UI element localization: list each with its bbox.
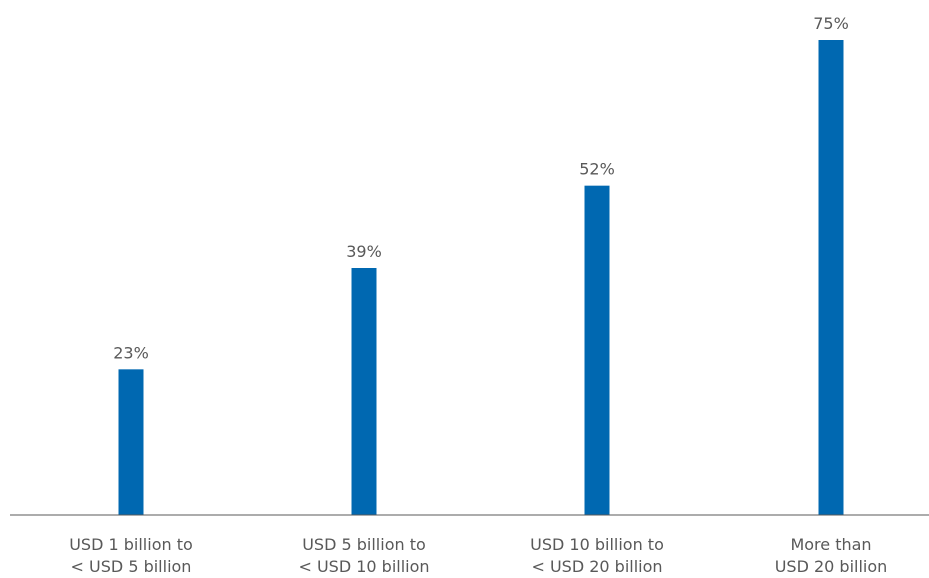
category-label-1-line-1: USD 1 billion to (69, 535, 193, 554)
category-label-3-line-1: USD 10 billion to (530, 535, 664, 554)
value-labels-group: 23% 39% 52% 75% (113, 14, 849, 362)
category-label-1-line-2: < USD 5 billion (71, 557, 192, 576)
data-label-4: 75% (813, 14, 849, 33)
bar-1 (118, 369, 144, 515)
category-label-4: More than USD 20 billion (775, 535, 888, 576)
data-label-1: 23% (113, 343, 149, 362)
bar-3 (584, 185, 610, 515)
category-label-4-line-1: More than (790, 535, 871, 554)
category-label-4-line-2: USD 20 billion (775, 557, 888, 576)
data-label-3: 52% (579, 160, 615, 179)
bars-group (118, 40, 844, 515)
category-label-2: USD 5 billion to < USD 10 billion (298, 535, 429, 576)
category-label-3: USD 10 billion to < USD 20 billion (530, 535, 664, 576)
category-labels-group: USD 1 billion to < USD 5 billion USD 5 bil… (69, 535, 887, 576)
bar-4 (818, 40, 844, 515)
category-label-2-line-1: USD 5 billion to (302, 535, 426, 554)
data-label-2: 39% (346, 242, 382, 261)
category-label-2-line-2: < USD 10 billion (298, 557, 429, 576)
category-label-1: USD 1 billion to < USD 5 billion (69, 535, 193, 576)
bar-2 (351, 268, 377, 515)
category-label-3-line-2: < USD 20 billion (531, 557, 662, 576)
